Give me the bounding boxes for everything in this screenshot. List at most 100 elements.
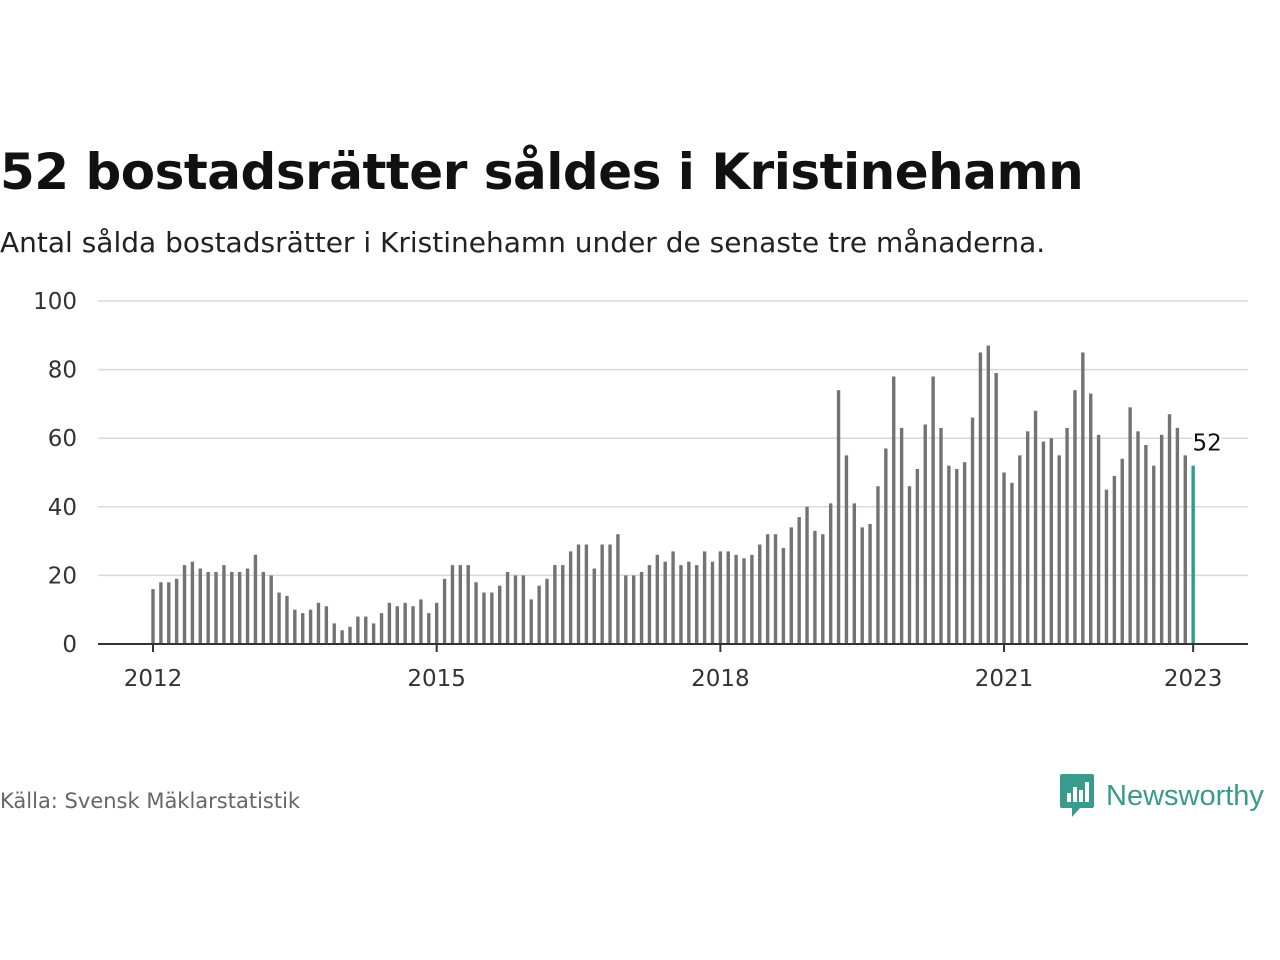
bar [860,527,864,644]
bar [584,544,589,644]
bar [561,565,565,644]
bar [608,544,612,644]
bar [978,352,983,644]
bar [1033,410,1038,644]
bar-highlight [1191,465,1195,644]
bar [293,609,297,644]
bar [253,554,258,644]
bar [269,575,273,644]
bar [915,469,920,644]
bar [364,616,368,644]
bar [836,390,841,644]
bar [624,575,628,644]
bar [1002,472,1006,644]
bar [758,544,762,644]
bar [844,455,849,644]
bar [947,465,951,644]
bar [537,585,541,644]
bar [1081,352,1085,644]
bar [679,565,683,644]
bar [285,595,289,644]
bar [1073,390,1077,644]
x-tick-label: 2012 [124,666,183,692]
bar [687,561,691,644]
bar [1096,434,1101,644]
bar-chart: 0 20 40 60 80 100 2012 2015 2018 2021 2023 52 [33,289,1248,692]
bar [1128,407,1132,644]
bar [765,534,770,644]
bar [395,606,399,644]
bar [261,571,266,644]
y-tick-label: 0 [62,632,77,658]
bar [379,613,384,644]
bar [348,626,352,644]
y-tick-label: 40 [48,495,77,521]
bar [482,592,486,644]
bar [805,506,809,644]
bar [852,503,857,644]
bar [1159,434,1164,644]
x-tick-label: 2023 [1164,666,1223,692]
source-note: Källa: Svensk Mäklarstatistik [0,789,301,813]
bar [332,623,336,644]
bar [576,544,581,644]
bar [797,517,801,644]
bar [1049,438,1054,644]
bar [222,565,226,644]
bar [1104,489,1109,644]
bar [151,589,155,644]
bar [316,602,321,644]
bar [726,551,730,644]
bar [245,568,250,644]
bar [371,623,376,644]
bar [671,551,675,644]
bar [1120,458,1124,644]
bar [356,616,360,644]
bar [529,599,533,644]
bar [876,486,880,644]
bar [159,582,163,644]
bar [931,376,935,644]
bar [1144,445,1148,644]
bar [994,373,998,644]
bar [237,571,242,644]
bar [198,568,202,644]
bar [1167,414,1172,644]
bar [1018,455,1022,644]
bar [710,561,715,644]
axes: 0 20 40 60 80 100 2012 2015 2018 2021 2023 52 [33,289,1248,692]
bar [742,558,746,644]
bar [734,554,738,644]
bar [427,613,431,644]
bar [702,551,707,644]
bar [174,578,179,644]
bar [277,592,281,644]
bar [884,448,888,644]
bar [474,582,478,644]
bars [151,345,1195,644]
bar [955,469,959,644]
gridlines [98,300,1248,577]
bar [1057,455,1061,644]
bar [411,606,415,644]
bar [828,503,833,644]
bar [1010,482,1014,644]
bar [907,486,912,644]
bar [1041,441,1046,644]
highlight-value-label: 52 [1193,431,1222,457]
brand-name: Newsworthy [1106,779,1264,812]
bar [1025,431,1030,644]
bar [899,427,904,644]
bar [923,424,927,644]
y-tick-label: 60 [48,426,77,452]
bar [450,565,455,644]
brand-logo[interactable]: Newsworthy [1058,773,1264,819]
bar [568,551,573,644]
bar [1136,431,1140,644]
bar [647,565,652,644]
bar [616,534,620,644]
bar [167,582,171,644]
bar [600,544,604,644]
bar [324,606,329,644]
y-tick-label: 100 [33,289,77,315]
